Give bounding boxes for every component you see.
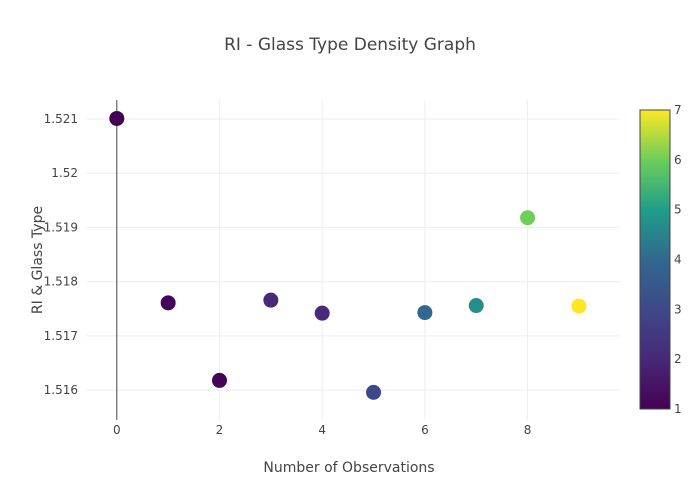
colorbar-tick-label: 2	[674, 352, 682, 366]
data-point	[468, 298, 484, 314]
chart-title: RI - Glass Type Density Graph	[224, 35, 476, 55]
data-point	[263, 292, 279, 308]
x-axis-label: Number of Observations	[263, 460, 434, 476]
x-tick-label: 4	[318, 423, 326, 437]
data-point	[212, 372, 227, 388]
tick-labels: 1.516 1.517 1.518 1.519 1.52 1.521 0 2 4 6 8	[44, 112, 532, 437]
colorbar-tick-label: 1	[674, 402, 682, 416]
y-tick-label: 1.517	[44, 329, 78, 343]
data-point	[160, 295, 176, 311]
colorbar-gradient	[639, 109, 671, 410]
data-point	[520, 210, 536, 226]
colorbar-tick-label: 5	[674, 203, 682, 217]
data-point	[366, 384, 382, 400]
data-point	[109, 110, 125, 126]
data-points	[109, 110, 587, 400]
y-axis-label: RI & Glass Type	[30, 206, 46, 314]
grid	[86, 100, 620, 420]
data-point	[417, 305, 433, 321]
colorbar-tick-label: 4	[674, 253, 682, 267]
colorbar-tick-label: 7	[674, 103, 682, 117]
colorbar-tick-label: 3	[674, 302, 682, 316]
colorbar: 1 2 3 4 5 6 7	[639, 103, 682, 416]
y-tick-label: 1.518	[44, 275, 78, 289]
data-point	[314, 305, 330, 321]
colorbar-tick-label: 6	[674, 153, 682, 167]
y-tick-label: 1.519	[44, 220, 78, 234]
x-tick-label: 0	[113, 423, 121, 437]
data-point	[571, 298, 587, 314]
x-tick-label: 8	[524, 423, 532, 437]
y-tick-label: 1.521	[44, 112, 78, 126]
y-tick-label: 1.516	[44, 383, 78, 397]
x-tick-label: 6	[421, 423, 429, 437]
y-tick-label: 1.52	[51, 166, 78, 180]
x-tick-label: 2	[216, 423, 224, 437]
colorbar-ticks: 1 2 3 4 5 6 7	[674, 103, 682, 416]
